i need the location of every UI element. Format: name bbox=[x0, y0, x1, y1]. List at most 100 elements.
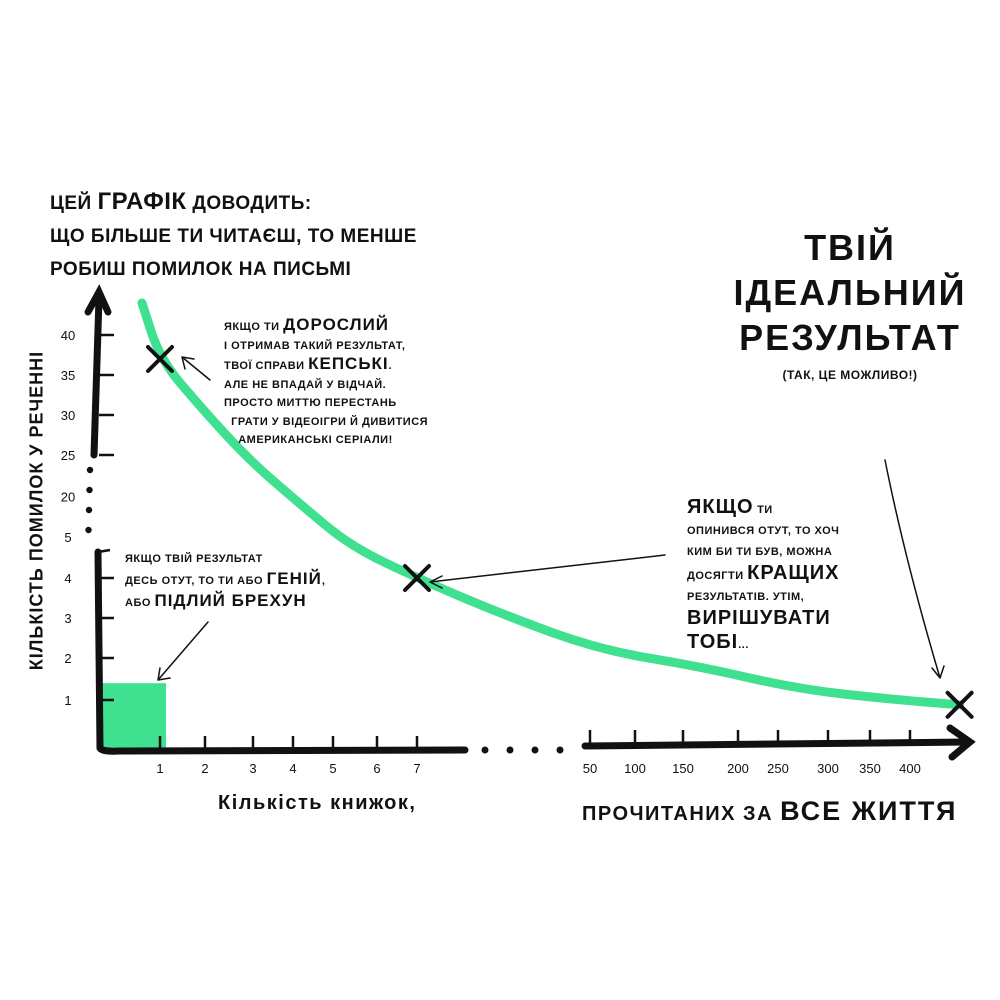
y-axis-break-dot bbox=[86, 486, 93, 494]
y-axis-label: Кількість помилок у реченні bbox=[26, 350, 47, 671]
emphasis-text: КРАЩИХ bbox=[747, 562, 840, 584]
y-tick-label: 25 bbox=[61, 448, 75, 463]
y-tick bbox=[97, 548, 111, 554]
x-tick-label: 150 bbox=[672, 761, 694, 776]
x-tick-label: 3 bbox=[249, 761, 256, 776]
x-axis-arrow-icon bbox=[946, 724, 976, 761]
text-segment: твої справи bbox=[224, 360, 309, 372]
marked-point-x-icon bbox=[945, 690, 974, 719]
annotation-line: ким би ти був, можна bbox=[687, 542, 840, 563]
text-segment: десь отут, то ти або bbox=[125, 575, 267, 587]
arrow-icon bbox=[884, 459, 945, 679]
text-segment: , bbox=[321, 575, 326, 587]
text-segment: ... bbox=[738, 639, 749, 651]
y-tick-label: 4 bbox=[64, 571, 71, 586]
text-segment: але не впадай у відчай. bbox=[224, 378, 387, 391]
x-axis-label-left: Кількість книжок, bbox=[218, 792, 417, 814]
annotation-line: що більше ти читаєш, то менше bbox=[50, 220, 417, 253]
text-segment: ти bbox=[753, 504, 773, 516]
annotation-line: але не впадай у відчай. bbox=[224, 376, 428, 395]
x-axis-break-dot bbox=[531, 746, 539, 754]
annotation-line: американські серіали! bbox=[224, 431, 428, 450]
y-tick-label: 1 bbox=[64, 693, 71, 708]
x-tick-label: 200 bbox=[727, 761, 749, 776]
annotation-line: і отримав такий результат, bbox=[224, 337, 428, 356]
text-segment: опинився отут, то хоч bbox=[687, 525, 840, 537]
emphasis-text: ВСЕ ЖИТТЯ bbox=[780, 796, 958, 826]
text-segment: що більше ти читаєш, то менше bbox=[50, 226, 417, 247]
annotation-line: цей ГРАФІК доводить: bbox=[50, 185, 417, 220]
text-segment: ким би ти був, можна bbox=[687, 546, 833, 558]
annotation-line: якщо ти ДОРОСЛИЙ bbox=[224, 315, 428, 337]
y-axis-lower bbox=[94, 548, 104, 752]
emphasis-text: ГЕНІЙ bbox=[266, 569, 322, 588]
text-segment: досягти bbox=[687, 570, 748, 582]
emphasis-text: ГРАФІК bbox=[97, 188, 187, 215]
text-segment: результатів. утім, bbox=[687, 591, 805, 603]
annotation-line: робиш помилок на письмі bbox=[50, 253, 417, 286]
y-axis-break-dot bbox=[85, 506, 93, 514]
y-axis-break-dot bbox=[85, 526, 92, 534]
emphasis-text: ТОБІ bbox=[687, 631, 739, 653]
annotation-adult: якщо ти ДОРОСЛИЙ і отримав такий результа… bbox=[224, 315, 429, 450]
annotation-middle: ЯКЩО ти опинився отут, то хоч ким би ти бу… bbox=[687, 497, 840, 656]
emphasis-text: ДОРОСЛИЙ bbox=[283, 315, 390, 334]
annotation-heading: Твій bbox=[804, 227, 896, 268]
annotation-heading: ідеальний bbox=[733, 272, 967, 313]
text-segment: робиш помилок на письмі bbox=[50, 259, 352, 280]
x-tick-label: 100 bbox=[624, 761, 646, 776]
arrow-icon bbox=[181, 356, 211, 381]
annotation-line: десь отут, то ти або ГЕНІЙ, bbox=[125, 569, 325, 591]
x-axis-lower bbox=[96, 744, 469, 755]
x-tick-label: 400 bbox=[899, 761, 921, 776]
y-axis-arrow-icon bbox=[84, 284, 112, 316]
marked-point-x-icon bbox=[403, 564, 431, 592]
text-segment: цей bbox=[50, 193, 98, 214]
y-axis-break-dot bbox=[86, 466, 94, 474]
text-segment: просто миттю перестань bbox=[224, 397, 397, 409]
emphasis-text: ЯКЩО bbox=[687, 496, 754, 518]
text-segment: або bbox=[125, 597, 155, 609]
text-segment: якщо ти bbox=[224, 321, 284, 333]
annotation-line: просто миттю перестань bbox=[224, 394, 428, 413]
x-axis-break-dot bbox=[556, 746, 564, 754]
annotation-heading: результат bbox=[739, 317, 961, 358]
y-tick-label: 5 bbox=[64, 530, 71, 545]
text-segment: . bbox=[388, 360, 393, 372]
x-axis-break-dot bbox=[506, 746, 514, 754]
x-axis-label-right: прочитаних за ВСЕ ЖИТТЯ bbox=[582, 792, 957, 831]
y-tick-label: 40 bbox=[61, 328, 75, 343]
x-tick-label: 5 bbox=[329, 761, 336, 776]
annotation-line: ВИРІШУВАТИ bbox=[687, 608, 840, 632]
text-segment: і отримав такий результат, bbox=[224, 339, 406, 352]
text-segment: американські серіали! bbox=[224, 434, 393, 446]
text-segment: якщо твій результат bbox=[125, 553, 263, 565]
y-axis-upper bbox=[90, 294, 103, 459]
y-tick-label: 30 bbox=[61, 408, 75, 423]
x-tick-label: 2 bbox=[201, 761, 208, 776]
x-tick-label: 50 bbox=[583, 761, 597, 776]
y-tick-label: 35 bbox=[61, 368, 75, 383]
arrow-icon bbox=[157, 621, 209, 681]
x-tick-label: 300 bbox=[817, 761, 839, 776]
annotation-line: результатів. утім, bbox=[687, 587, 840, 608]
annotation-line: твої справи КЕПСЬКІ. bbox=[224, 354, 428, 376]
x-tick-label: 4 bbox=[289, 761, 296, 776]
annotation-line: або ПІДЛИЙ БРЕХУН bbox=[125, 591, 325, 613]
x-tick-label: 6 bbox=[373, 761, 380, 776]
y-tick-label: 20 bbox=[61, 490, 75, 505]
annotation-ideal: Твій ідеальний результат (так, це можливо!) bbox=[720, 225, 980, 390]
highlight-region bbox=[100, 683, 166, 748]
x-tick-label: 1 bbox=[156, 761, 163, 776]
x-axis-upper bbox=[581, 738, 972, 750]
text-segment: грати у відеоігри й дивитися bbox=[224, 415, 429, 428]
x-tick-label: 7 bbox=[413, 761, 420, 776]
annotation-line: досягти КРАЩИХ bbox=[687, 563, 840, 587]
y-tick-label: 2 bbox=[64, 651, 71, 666]
annotation-line: якщо твій результат bbox=[125, 550, 325, 569]
x-axis-break-dot bbox=[481, 746, 489, 754]
chart-title: цей ГРАФІК доводить: що більше ти читаєш,… bbox=[50, 185, 417, 286]
y-tick-label: 3 bbox=[64, 611, 71, 626]
text-segment: прочитаних за bbox=[582, 803, 781, 825]
